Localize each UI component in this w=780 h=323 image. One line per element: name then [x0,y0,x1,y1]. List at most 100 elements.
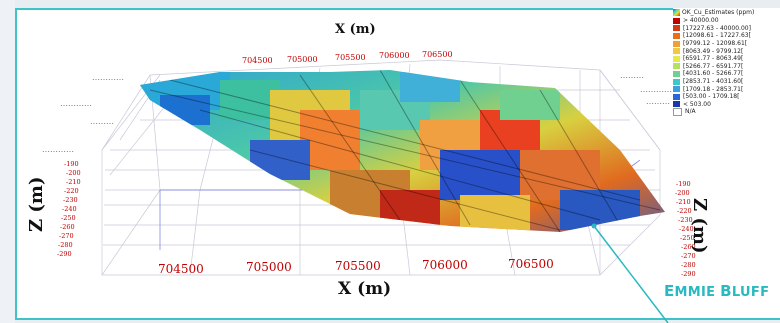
legend-item-label: [5266.77 - 6591.77[ [683,62,744,70]
bottom-x-tick: 705000 [246,260,292,274]
left-z-tick: -270 [59,232,74,240]
legend-item: [17227.63 - 40000.00] [673,25,780,33]
svg-text:………: ……… [90,117,114,126]
layer-icon [673,9,680,16]
left-z-tick: -190 [64,160,79,168]
legend-item: [5266.77 - 6591.77[ [673,63,780,71]
legend-title-row: OK_Cu_Estimates (ppm) [673,8,780,17]
legend-item: [9799.12 - 12098.61[ [673,40,780,48]
left-z-tick: -220 [64,187,79,195]
site-name-rest-1: MMIE [674,285,716,300]
svg-text:…………: ………… [60,99,92,108]
bottom-x-tick: 706500 [508,257,554,271]
right-z-ticks: -190 -200 -210 -220 -230 -240 -250 -260 … [675,180,696,278]
legend-item-label: [1709.18 - 2853.71[ [683,85,744,93]
left-z-tick: -240 [62,205,77,213]
legend-item-label: [9799.12 - 12098.61[ [683,40,748,48]
left-z-axis-label: Z (m) [26,176,47,233]
bottom-x-tick: 704500 [158,262,204,276]
site-name-rest-2: LUFF [731,285,770,300]
legend-item: [8063.49 - 9799.12[ [673,47,780,55]
legend-swatch [673,93,680,100]
right-z-tick: -210 [676,198,691,206]
site-callout-dot [591,223,597,229]
site-name-initial-1: E [664,282,675,300]
legend-item: [12098.61 - 17227.63[ [673,32,780,40]
legend-title: OK_Cu_Estimates (ppm) [682,9,755,16]
site-name-initial-2: B [720,282,732,300]
site-callout-line [593,225,669,323]
top-axis-label: X (m) [335,22,376,37]
legend-swatch [673,63,680,70]
right-z-tick: -200 [675,189,690,197]
right-z-tick: -260 [681,243,696,251]
legend-swatch [673,17,680,24]
left-z-tick: -280 [58,241,73,249]
top-x-ticks: 704500 705000 705500 706000 706500 [242,50,453,65]
right-z-tick: -220 [677,207,692,215]
legend-swatch [673,48,680,55]
blurred-axis-labels: ………… ………… ……… ………… ……… ………… ……… [42,71,672,154]
legend-item-label: [4031.60 - 5266.77[ [683,70,744,78]
right-z-tick: -240 [679,225,694,233]
top-x-tick: 705500 [335,53,366,62]
legend-swatch [673,25,680,32]
legend-swatch [673,70,680,77]
right-z-axis-label: Z (m) [689,198,710,254]
right-z-tick: -190 [676,180,691,188]
left-z-tick: -250 [61,214,76,222]
legend-item-label: [6591.77 - 8063.49[ [683,55,744,63]
site-name-label: EMMIE BLUFF [664,282,769,300]
legend-item-label: [2853.71 - 4031.60[ [683,78,744,86]
bottom-x-tick: 705500 [335,259,381,273]
left-z-tick: -200 [66,169,81,177]
top-x-tick: 705000 [287,55,318,64]
right-z-tick: -250 [680,234,695,242]
svg-text:…………: ………… [640,85,672,94]
top-x-tick: 706000 [379,51,410,60]
bottom-x-ticks: 704500 705000 705500 706000 706500 [158,257,554,276]
legend-item-label: [17227.63 - 40000.00] [683,24,751,32]
left-z-tick: -230 [63,196,78,204]
legend-item: [1709.18 - 2853.71[ [673,85,780,93]
left-z-ticks: -190 -200 -210 -220 -230 -240 -250 -260 … [57,160,81,258]
svg-text:…………: ………… [92,73,124,82]
svg-text:………: ……… [646,97,670,106]
legend-item: [2853.71 - 4031.60[ [673,78,780,86]
svg-text:………: ……… [620,71,644,80]
legend-item-label: [8063.49 - 9799.12[ [683,47,744,55]
legend-swatch [673,86,680,93]
legend-item-label: [503.00 - 1709.18[ [683,93,740,101]
legend-swatch [673,32,680,39]
right-z-tick: -270 [681,252,696,260]
legend-item: < 503.00 [673,101,780,109]
bottom-x-tick: 706000 [422,258,468,272]
right-z-tick: -230 [678,216,693,224]
right-z-tick: -290 [681,270,696,278]
legend-item-label: N/A [685,108,696,116]
legend-item: [503.00 - 1709.18[ [673,93,780,101]
legend-item: N/A [673,108,780,116]
left-z-tick: -210 [66,178,81,186]
legend: OK_Cu_Estimates (ppm) > 40000.00 [17227.6… [673,8,780,116]
top-x-tick: 704500 [242,56,273,65]
bottom-axis-label: X (m) [338,279,392,299]
legend-swatch [673,55,680,62]
legend-item: [6591.77 - 8063.49[ [673,55,780,63]
top-x-tick: 706500 [422,50,453,59]
legend-item-label: > 40000.00 [683,17,719,25]
left-margin [0,0,15,323]
legend-item-label: < 503.00 [683,100,711,108]
legend-item: [4031.60 - 5266.77[ [673,70,780,78]
legend-swatch [673,101,680,108]
legend-swatch [673,78,680,85]
legend-item: > 40000.00 [673,17,780,25]
legend-item-label: [12098.61 - 17227.63[ [683,32,751,40]
right-z-tick: -280 [681,261,696,269]
legend-swatch [673,40,680,47]
ore-body [140,70,665,232]
left-z-tick: -290 [57,250,72,258]
left-z-tick: -260 [60,223,75,231]
legend-swatch [673,108,682,116]
